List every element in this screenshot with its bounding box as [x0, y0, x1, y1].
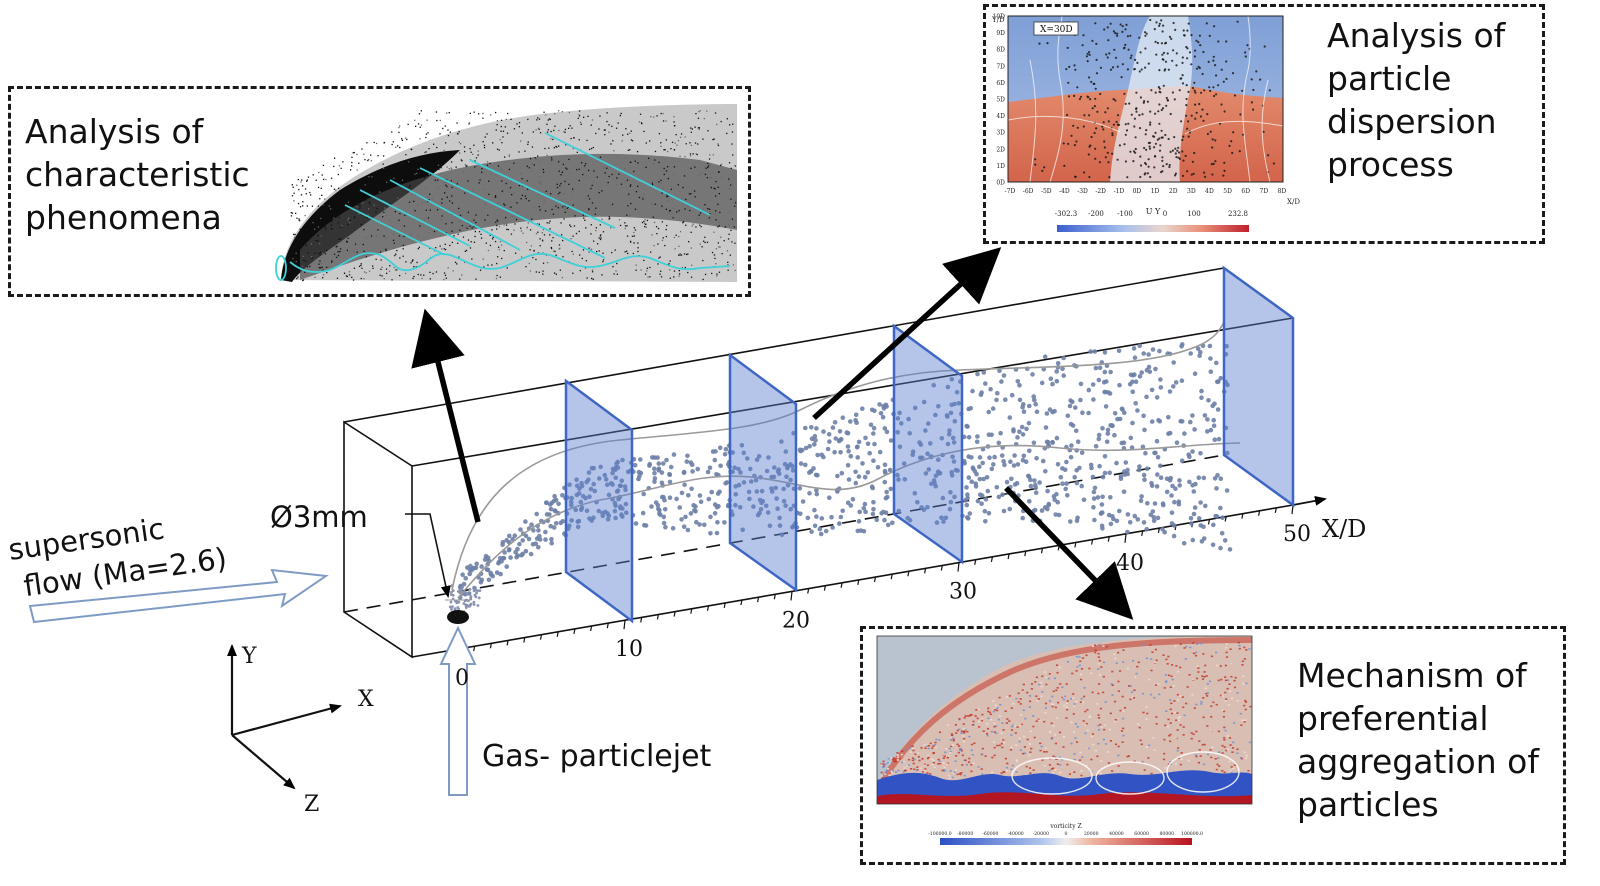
- svg-text:8D: 8D: [996, 47, 1005, 54]
- svg-text:9D: 9D: [996, 30, 1005, 37]
- panel-aggregation-caption: Mechanism of preferential aggregation of…: [1297, 656, 1539, 824]
- dispersion-x-ticks: -7D -6D -5D -4D -3D -2D -1D 0D 1D 2D 3D 4D 5D 6D 7D 8D: [1005, 188, 1287, 195]
- svg-text:2D: 2D: [1169, 188, 1178, 195]
- svg-text:5D: 5D: [996, 97, 1005, 104]
- gas-particle-jet-arrow: [439, 625, 477, 796]
- dispersion-y-axis-label: Y/D: [991, 16, 1005, 24]
- jet-boundaries: [451, 321, 1241, 599]
- vorticity-colorbar-ticks: -100000.0 -80000 -60000 -40000 -20000 0 20000 4…: [928, 831, 1203, 837]
- domain-top-front-edge: [411, 317, 1294, 467]
- svg-text:4D: 4D: [996, 113, 1005, 120]
- triad-y-label: Y: [241, 644, 257, 669]
- svg-text:-6D: -6D: [1023, 188, 1034, 195]
- svg-text:-1D: -1D: [1113, 188, 1124, 195]
- vorticity-colorbar: [940, 838, 1192, 845]
- x-axis-tick-label: 50: [1283, 522, 1311, 547]
- svg-text:100: 100: [1187, 210, 1200, 218]
- svg-text:-4D: -4D: [1059, 188, 1070, 195]
- jet-label: Gas- particlejet: [482, 739, 712, 774]
- svg-text:-100: -100: [1117, 210, 1133, 218]
- panel-dispersion-box: [983, 4, 1545, 244]
- x-axis-tick-labels: 0 10 20 30 40 50: [455, 522, 1311, 691]
- panel-characteristic-caption: Analysis of characteristic phenomena: [25, 112, 250, 237]
- characteristic-phenomena-plot: [275, 102, 737, 282]
- nozzle-leader-line: [405, 513, 451, 598]
- panel-characteristic-box: [8, 86, 751, 297]
- computational-domain: [343, 267, 1294, 659]
- dispersion-particles: [1034, 18, 1275, 179]
- aggregation-vorticity-plot: -100000.0 -80000 -60000 -40000 -20000 0 20000 4…: [876, 635, 1253, 845]
- dispersion-x-axis-label: X/D: [1287, 198, 1300, 206]
- svg-text:7D: 7D: [1260, 188, 1269, 195]
- x-axis-tick-label: 30: [949, 580, 977, 605]
- svg-text:1D: 1D: [1151, 188, 1160, 195]
- svg-text:0: 0: [1163, 210, 1167, 218]
- svg-text:-3D: -3D: [1077, 188, 1088, 195]
- x-axis-arrow: [1292, 495, 1327, 506]
- panel-aggregation-box: [860, 626, 1566, 865]
- dispersion-cross-section-plot: X=30D Y/D X/D 0D 1D 2D 3D 4D 5D 6D 7D 8D 9D 10D -7…: [991, 14, 1300, 232]
- svg-text:-2D: -2D: [1095, 188, 1106, 195]
- svg-text:-302.3: -302.3: [1055, 210, 1077, 218]
- svg-text:3D: 3D: [1187, 188, 1196, 195]
- slice-label-box: X=30D: [1033, 21, 1079, 36]
- callout-arrow-aggregation: [1004, 486, 1134, 620]
- x-axis-tick-label: 20: [782, 608, 810, 633]
- svg-text:0D: 0D: [996, 180, 1005, 187]
- domain-top-back-edge: [343, 267, 1225, 423]
- svg-text:1D: 1D: [996, 163, 1005, 170]
- svg-text:-5D: -5D: [1041, 188, 1052, 195]
- svg-text:10D: 10D: [993, 14, 1006, 21]
- svg-text:6D: 6D: [1241, 188, 1250, 195]
- x-axis-tick-label: 10: [615, 637, 643, 662]
- panel-dispersion-caption: Analysis of particle dispersion process: [1327, 16, 1506, 184]
- supersonic-inflow-arrow: [28, 568, 329, 624]
- callout-arrow-characteristic: [411, 308, 481, 523]
- callout-arrow-dispersion: [812, 247, 1002, 421]
- svg-text:5D: 5D: [1223, 188, 1232, 195]
- nozzle-diameter-label: Ø3mm: [270, 500, 368, 534]
- triad-z-label: Z: [304, 792, 319, 817]
- x-axis-tick-label: 40: [1116, 551, 1144, 576]
- uy-colorbar-ticks: -302.3 -200 -100 0 100 232.8: [1055, 210, 1248, 218]
- coordinate-triad: [227, 644, 342, 790]
- svg-text:0D: 0D: [1133, 188, 1142, 195]
- svg-text:2D: 2D: [996, 146, 1005, 153]
- jet-centreline: [457, 442, 1241, 599]
- svg-text:-200: -200: [1088, 210, 1104, 218]
- svg-text:4D: 4D: [1205, 188, 1214, 195]
- domain-front-face: [343, 420, 413, 659]
- x-axis-tick-label: 0: [455, 666, 469, 691]
- slice-x50: [1222, 265, 1295, 508]
- shear-layer-lines: [275, 132, 731, 281]
- slice-label: X=30D: [1040, 25, 1073, 35]
- triad-x-label: X: [358, 687, 374, 712]
- svg-text:7D: 7D: [996, 63, 1005, 70]
- uy-colorbar-title: U Y: [1146, 207, 1161, 216]
- particle-cloud: [448, 342, 1233, 615]
- svg-text:6D: 6D: [996, 80, 1005, 87]
- jet-upper-boundary: [451, 321, 1225, 591]
- x-axis-label: X/D: [1322, 515, 1366, 543]
- svg-text:-7D: -7D: [1005, 188, 1016, 195]
- svg-text:3D: 3D: [996, 130, 1005, 137]
- vorticity-colorbar-title: vorticity Z: [1049, 823, 1081, 830]
- uy-colorbar: [1057, 225, 1249, 232]
- dispersion-y-ticks: 0D 1D 2D 3D 4D 5D 6D 7D 8D 9D 10D: [993, 14, 1006, 187]
- slice-x30: [892, 323, 964, 565]
- svg-text:8D: 8D: [1278, 188, 1287, 195]
- slice-x10: [564, 378, 634, 624]
- nozzle: [445, 599, 470, 624]
- svg-text:232.8: 232.8: [1228, 210, 1248, 218]
- slice-x20: [728, 352, 798, 593]
